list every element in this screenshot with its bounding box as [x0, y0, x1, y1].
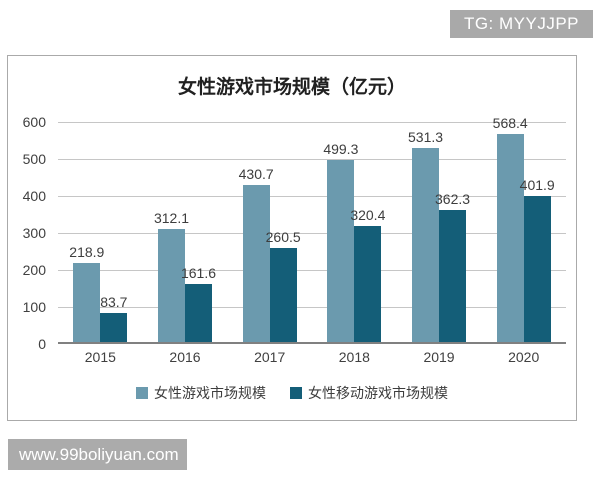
chart-title: 女性游戏市场规模（亿元）: [177, 77, 406, 98]
legend-label: 女性游戏市场规模: [154, 385, 266, 401]
bar-value-label: 83.7: [100, 294, 128, 311]
bar-value-label: 430.7: [238, 165, 274, 182]
bar-value-label: 161.6: [180, 265, 217, 282]
bar-group-2016: 312.1 161.6: [143, 104, 228, 344]
gridline: [58, 306, 566, 308]
x-tick-label: 2018: [338, 349, 370, 365]
y-tick-label: 400: [22, 188, 46, 205]
chart-panel: 女性游戏市场规模（亿元） 0 100 200 300 400 500 600 218.9 83…: [7, 55, 577, 421]
bar-2020: 401.9: [520, 177, 555, 344]
chart-legend: 女性游戏市场规模 女性移动游戏市场规模: [8, 383, 576, 403]
bar-2017: 260.5: [266, 229, 301, 344]
bar-2018: 499.3: [323, 141, 358, 344]
bar-value-label: 218.9: [69, 244, 105, 261]
x-axis-line: [58, 342, 566, 344]
bar-group-2020: 568.4 401.9: [481, 104, 566, 344]
bar-groups: 218.9 83.7 312.1 161.6 430.7 260.5 499.3 320.4 5…: [58, 104, 566, 344]
gridline: [58, 269, 566, 271]
bar-2016: 312.1: [154, 210, 189, 344]
bar-2019: 531.3: [408, 129, 443, 344]
bar-2020: 568.4: [493, 115, 528, 344]
bar-value-label: 312.1: [153, 209, 190, 226]
legend-item: 女性移动游戏市场规模: [290, 383, 448, 403]
x-tick-label: 2020: [508, 349, 540, 365]
x-tick-label: 2016: [169, 349, 201, 365]
bar-value-label: 362.3: [434, 191, 471, 208]
bar-value-label: 568.4: [492, 115, 528, 132]
x-tick-label: 2019: [423, 349, 455, 365]
bar-value-label: 499.3: [323, 140, 359, 157]
gridline: [58, 158, 566, 160]
y-tick-label: 100: [22, 299, 46, 316]
x-tick-label: 2017: [254, 349, 286, 365]
bar-group-2015: 218.9 83.7: [58, 104, 143, 344]
bar-2016: 161.6: [181, 265, 216, 344]
bar-2015: 83.7: [100, 294, 127, 344]
bar-2018: 320.4: [350, 207, 385, 344]
gridline: [58, 195, 566, 197]
bar-group-2017: 430.7 260.5: [227, 104, 312, 344]
gridline: [58, 121, 566, 123]
x-axis-tick-labels: 2015 2016 2017 2018 2019 2020: [58, 349, 566, 365]
legend-marker-icon: [290, 387, 302, 399]
y-tick-label: 0: [38, 336, 46, 352]
bar-2015: 218.9: [69, 244, 104, 344]
y-tick-label: 200: [22, 262, 46, 279]
website-watermark-badge: www.99boliyuan.com: [8, 439, 187, 470]
bar-value-label: 401.9: [519, 176, 555, 193]
plot-area: 218.9 83.7 312.1 161.6 430.7 260.5 499.3 320.4 5…: [58, 104, 566, 344]
legend-label: 女性移动游戏市场规模: [308, 385, 448, 401]
bar-2017: 430.7: [239, 166, 274, 344]
website-watermark-text: www.99boliyuan.com: [19, 444, 179, 464]
gridline: [58, 232, 566, 234]
telegram-watermark-badge: TG: MYYJJPP: [450, 10, 593, 38]
bar-value-label: 320.4: [350, 206, 386, 223]
bar-group-2019: 531.3 362.3: [397, 104, 482, 344]
bar-value-label: 531.3: [407, 128, 444, 145]
telegram-watermark-text: TG: MYYJJPP: [463, 14, 580, 33]
y-tick-label: 500: [22, 151, 46, 168]
y-axis-tick-labels: 0 100 200 300 400 500 600: [8, 104, 52, 352]
legend-marker-icon: [136, 387, 148, 399]
bar-2019: 362.3: [435, 191, 470, 344]
bar-group-2018: 499.3 320.4: [312, 104, 397, 344]
legend-item: 女性游戏市场规模: [136, 383, 266, 403]
bar-value-label: 260.5: [265, 228, 301, 245]
y-tick-label: 300: [22, 225, 46, 242]
x-tick-label: 2015: [84, 349, 116, 365]
y-tick-label: 600: [22, 114, 46, 131]
